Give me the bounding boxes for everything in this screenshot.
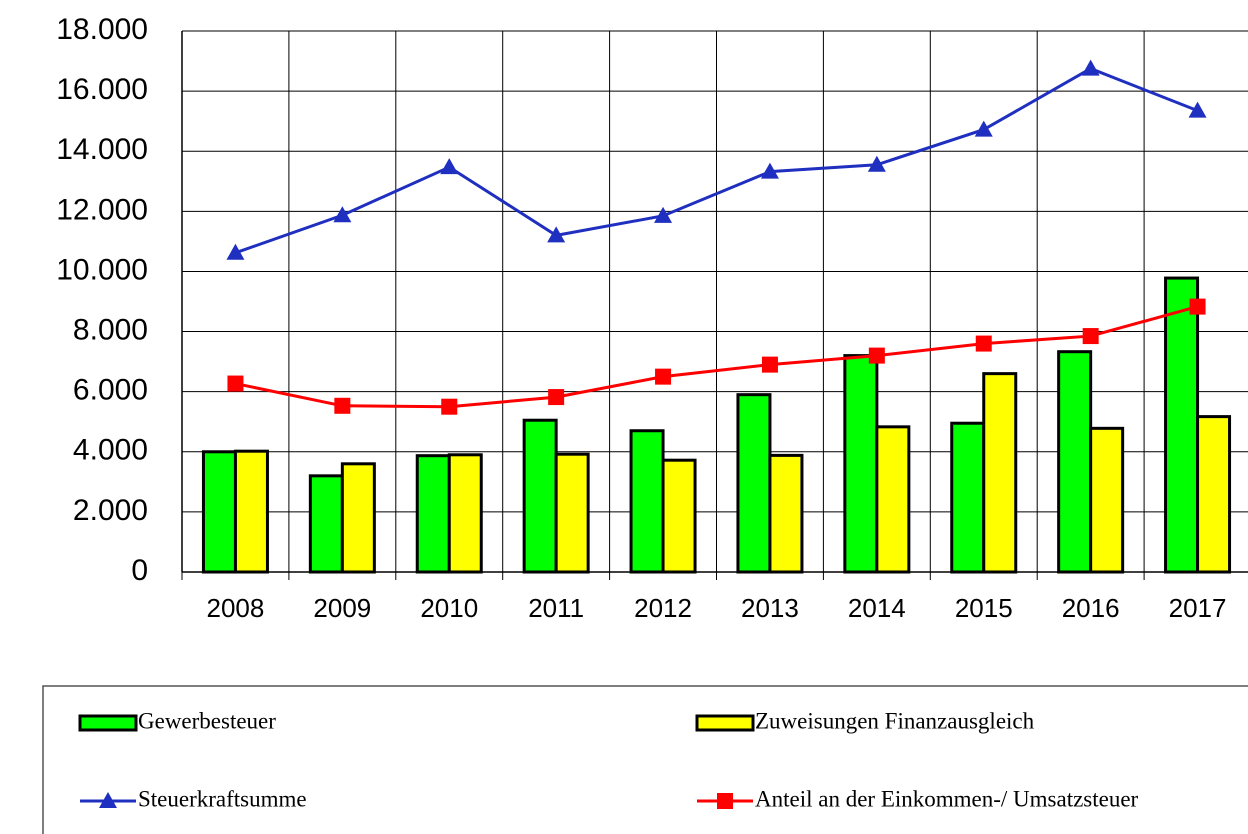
x-tick-label: 2008 (207, 593, 265, 623)
bar (982, 372, 1018, 574)
bar (950, 421, 986, 574)
marker (760, 162, 779, 179)
marker (440, 158, 459, 175)
marker (334, 397, 351, 414)
marker (333, 206, 352, 223)
marker (1081, 59, 1100, 76)
legend-label: Gewerbesteuer (138, 708, 276, 733)
bar (768, 453, 804, 574)
marker (1082, 328, 1099, 345)
bar (308, 474, 344, 574)
x-tick-label: 2015 (955, 593, 1013, 623)
bar (629, 429, 665, 574)
legend-marker (717, 793, 733, 809)
marker (761, 356, 778, 373)
y-tick-label: 8.000 (73, 313, 148, 346)
marker (975, 335, 992, 352)
legend-marker (99, 792, 117, 808)
marker (547, 226, 566, 243)
marker (1189, 298, 1206, 315)
y-tick-label: 12.000 (56, 193, 148, 226)
bar (1089, 426, 1125, 574)
marker (441, 398, 458, 415)
y-tick-label: 10.000 (56, 253, 148, 286)
marker (867, 155, 886, 172)
x-tick-label: 2009 (313, 593, 371, 623)
x-tick-label: 2016 (1062, 593, 1120, 623)
x-tick-label: 2012 (634, 593, 692, 623)
marker (868, 347, 885, 364)
marker (548, 389, 565, 406)
line-series (234, 66, 1199, 255)
y-tick-label: 16.000 (56, 73, 148, 106)
x-tick-label: 2011 (528, 593, 584, 623)
bar (1164, 276, 1200, 574)
legend-key (78, 714, 138, 732)
x-tick-label: 2017 (1169, 593, 1227, 623)
y-tick-label: 14.000 (56, 133, 148, 166)
marker (226, 243, 245, 260)
marker (654, 206, 673, 223)
x-tick-label: 2014 (848, 593, 906, 623)
marker (655, 368, 672, 385)
marker (227, 375, 244, 392)
bar (875, 425, 911, 574)
x-tick-label: 2010 (420, 593, 478, 623)
bar (1196, 415, 1232, 574)
bar (1057, 350, 1093, 574)
y-tick-label: 2.000 (73, 494, 148, 527)
bar (233, 449, 269, 574)
bar (447, 453, 483, 574)
y-tick-label: 6.000 (73, 374, 148, 407)
legend-label: Steuerkraftsumme (138, 786, 307, 811)
legend-label: Anteil an der Einkommen-/ Umsatzsteuer (755, 786, 1139, 811)
bar (843, 354, 879, 574)
line-series (235, 305, 1198, 409)
legend-label: Zuweisungen Finanzausgleich (755, 708, 1035, 733)
bar (340, 462, 376, 574)
y-tick-label: 4.000 (73, 434, 148, 467)
y-tick-label: 18.000 (56, 13, 148, 46)
legend-box (42, 685, 1248, 834)
bar (522, 418, 558, 574)
marker (974, 120, 993, 137)
marker (1188, 101, 1207, 118)
bar (554, 452, 590, 574)
bar (661, 458, 697, 574)
x-tick-label: 2013 (741, 593, 799, 623)
bar (736, 393, 772, 574)
legend-key (695, 714, 755, 732)
bar (201, 450, 237, 574)
bar (415, 454, 451, 574)
y-tick-label: 0 (131, 554, 148, 587)
